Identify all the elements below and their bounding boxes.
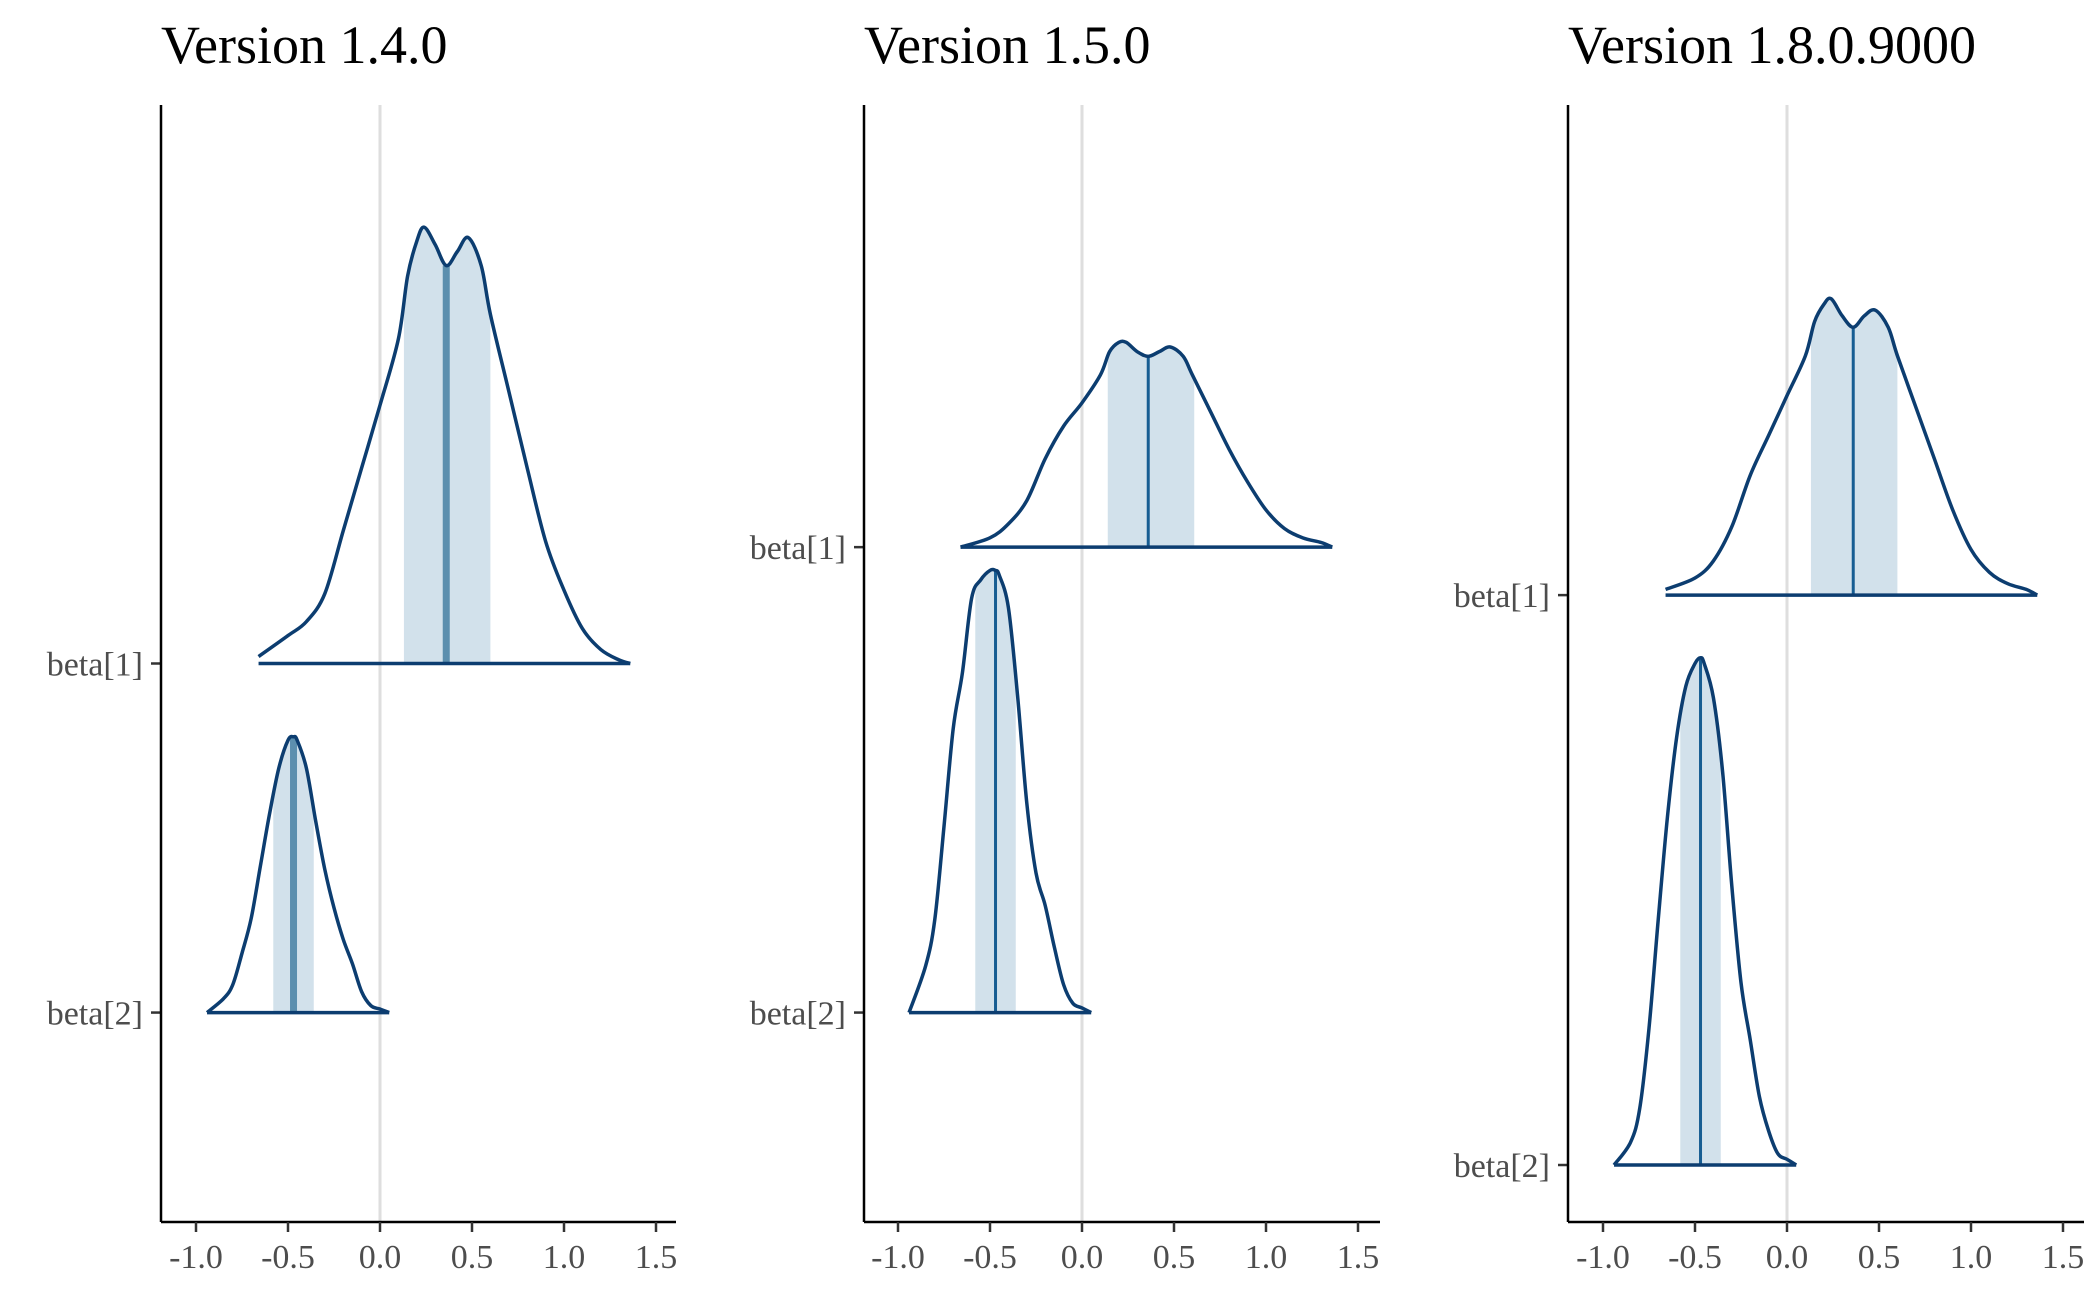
x-tick-label: -0.5 — [1668, 1239, 1722, 1276]
ridge-beta1 — [1664, 296, 2039, 597]
density-outline — [960, 339, 1333, 549]
x-tick-label: 0.0 — [359, 1239, 402, 1276]
density-outline — [907, 567, 1092, 1015]
y-tick-label: beta[2] — [1454, 1148, 1550, 1185]
y-tick-label: beta[2] — [750, 996, 846, 1033]
x-tick-label: 1.5 — [635, 1239, 678, 1276]
panel-title: Version 1.5.0 — [864, 15, 1150, 75]
y-tick-label: beta[1] — [47, 647, 143, 684]
x-tick-label: -0.5 — [261, 1239, 315, 1276]
density-outline — [1612, 656, 1798, 1167]
credible-interval-fill — [1107, 342, 1195, 548]
density-outline — [1664, 296, 2039, 597]
x-tick-label: 1.0 — [1950, 1239, 1993, 1276]
x-tick-label: 0.0 — [1061, 1239, 1104, 1276]
panel-3: Version 1.8.0.9000 beta[2] beta[1] -1.0 -0.5… — [1454, 15, 2085, 1276]
ridge-beta2 — [1612, 656, 1798, 1167]
x-tick-label: 1.5 — [1337, 1239, 1380, 1276]
panel-2: Version 1.5.0 beta[2] beta[1] -1.0 -0.5 0.0 0.… — [750, 15, 1380, 1276]
x-tick-label: 1.0 — [543, 1239, 586, 1276]
x-tick-label: -1.0 — [169, 1239, 223, 1276]
ridge-beta1 — [960, 339, 1333, 549]
x-tick-label: 0.5 — [451, 1239, 494, 1276]
x-tick-label: 0.0 — [1766, 1239, 1809, 1276]
y-tick-label: beta[2] — [47, 996, 143, 1033]
x-tick-label: 1.5 — [2042, 1239, 2085, 1276]
x-tick-label: 0.5 — [1153, 1239, 1196, 1276]
y-tick-label: beta[1] — [750, 530, 846, 567]
panel-1: Version 1.4.0 beta[2] beta[1] -1.0 -0.5 0.0 0.… — [47, 15, 678, 1276]
x-tick-label: -0.5 — [963, 1239, 1017, 1276]
y-tick-label: beta[1] — [1454, 578, 1550, 615]
ridge-beta2 — [907, 567, 1092, 1015]
density-outline — [257, 225, 631, 666]
panel-title: Version 1.8.0.9000 — [1568, 15, 1976, 75]
x-tick-label: 1.0 — [1245, 1239, 1288, 1276]
density-outline — [205, 734, 390, 1015]
ridge-beta1 — [257, 225, 631, 666]
x-tick-label: -1.0 — [871, 1239, 925, 1276]
ridge-beta2 — [205, 734, 390, 1015]
x-tick-label: -1.0 — [1576, 1239, 1630, 1276]
panel-title: Version 1.4.0 — [161, 15, 447, 75]
x-tick-label: 0.5 — [1858, 1239, 1901, 1276]
